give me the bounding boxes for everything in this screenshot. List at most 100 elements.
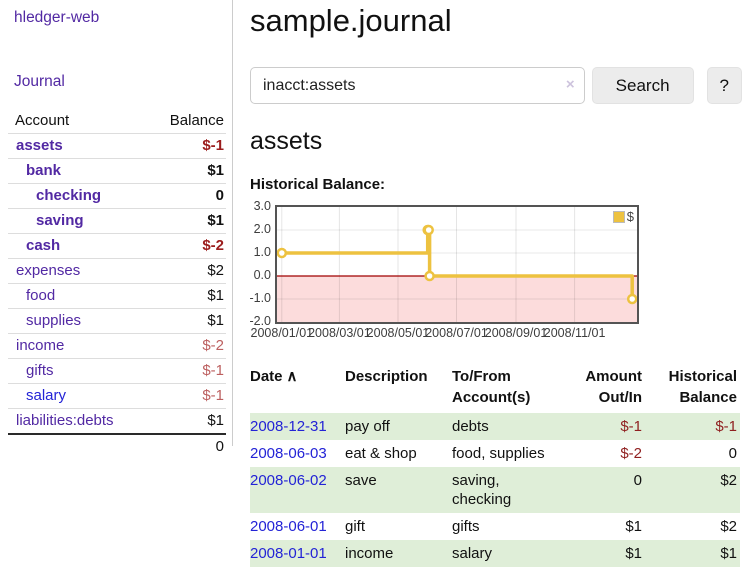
- transaction-date-link[interactable]: 2008-01-01: [250, 545, 327, 562]
- y-tick-label: 3.0: [253, 199, 271, 213]
- account-balance: $1: [150, 208, 226, 234]
- register-table: Date ∧ Description To/From Account(s) Amou…: [250, 365, 740, 567]
- transaction-date-cell: 2008-12-31: [250, 413, 345, 440]
- date-column-header[interactable]: Date ∧: [250, 368, 298, 385]
- chart-canvas: [277, 207, 637, 322]
- account-column-header: Account: [15, 112, 70, 129]
- account-link[interactable]: checking: [36, 187, 102, 204]
- y-tick-label: 0.0: [253, 268, 271, 282]
- transaction-date-cell: 2008-06-02: [250, 467, 345, 513]
- account-row: gifts $-1: [8, 358, 226, 384]
- account-name-cell: saving: [8, 208, 151, 234]
- main-content: sample.journal × Search ? assets Histori…: [249, 0, 742, 567]
- account-balance: $-2: [150, 233, 226, 259]
- transaction-balance-cell: 0: [728, 445, 737, 462]
- transaction-amount-cell: $-2: [620, 445, 642, 462]
- account-name-cell: assets: [8, 133, 151, 159]
- account-total-row: 0: [8, 433, 226, 459]
- register-row: 2008-06-01 gift gifts $1 $2: [250, 513, 740, 540]
- account-balance: $2: [150, 258, 226, 284]
- x-tick-label: 2008/09/01: [484, 326, 548, 340]
- historical-balance-chart: 3.0 2.0 1.0 0.0 -1.0 -2.0 $ 2008/01/01 2008/03…: [249, 200, 742, 343]
- account-name-cell: income: [8, 333, 151, 359]
- balance-column-header: Balance: [169, 112, 224, 129]
- search-input[interactable]: [250, 67, 585, 104]
- transaction-description-cell: income: [345, 545, 394, 562]
- account-row: income $-2: [8, 333, 226, 359]
- transaction-date-link[interactable]: 2008-06-01: [250, 518, 327, 535]
- account-row: expenses $2: [8, 258, 226, 284]
- transaction-date-link[interactable]: 2008-06-03: [250, 445, 327, 462]
- search-form: × Search ?: [250, 67, 742, 104]
- account-row: supplies $1: [8, 308, 226, 334]
- chart-title: Historical Balance:: [250, 176, 386, 193]
- register-row: 2008-06-02 save saving, checking 0 $2: [250, 467, 740, 513]
- account-link[interactable]: supplies: [26, 312, 82, 329]
- transaction-description-cell: gift: [345, 518, 366, 535]
- account-link[interactable]: saving: [36, 212, 84, 229]
- transaction-amount-cell: $1: [625, 545, 642, 562]
- legend-label: $: [626, 209, 634, 224]
- account-link[interactable]: gifts: [26, 362, 54, 379]
- y-tick-label: -2.0: [249, 314, 271, 328]
- amount-column-header: Amount Out/In: [585, 368, 642, 406]
- account-row: food $1: [8, 283, 226, 309]
- app-title-link[interactable]: hledger-web: [14, 9, 100, 26]
- x-tick-label: 2008/01/01: [250, 326, 314, 340]
- description-column-header: Description: [345, 368, 428, 385]
- transaction-date-link[interactable]: 2008-12-31: [250, 418, 327, 435]
- account-link[interactable]: expenses: [16, 262, 81, 279]
- balance-column-header-register: Historical Balance: [668, 368, 737, 406]
- transaction-amount-cell: $-1: [620, 418, 642, 435]
- account-heading: assets: [250, 127, 323, 155]
- account-balance: $-1: [150, 383, 226, 409]
- account-total-balance: 0: [150, 433, 226, 459]
- transaction-description-cell: eat & shop: [345, 445, 417, 462]
- account-link[interactable]: cash: [26, 237, 61, 254]
- account-balance: $1: [150, 283, 226, 309]
- sidebar: hledger-web Journal Account Balance asse…: [0, 0, 233, 459]
- transaction-date-link[interactable]: 2008-06-02: [250, 472, 327, 489]
- account-name-cell: bank: [8, 158, 151, 184]
- chart-legend: $: [612, 209, 634, 224]
- register-row: 2008-12-31 pay off debts $-1 $-1: [250, 413, 740, 440]
- account-balance: $1: [150, 308, 226, 334]
- account-balance: $1: [150, 408, 226, 434]
- account-link[interactable]: food: [26, 287, 56, 304]
- transaction-date-cell: 2008-06-03: [250, 440, 345, 467]
- chart-x-axis: 2008/01/01 2008/03/01 2008/05/01 2008/07/01…: [251, 326, 641, 342]
- transaction-accounts-cell: debts: [452, 418, 489, 435]
- transaction-accounts-cell: saving, checking: [452, 472, 512, 508]
- clear-search-icon[interactable]: ×: [565, 76, 575, 93]
- register-table-body: 2008-12-31 pay off debts $-1 $-1 2008-06…: [250, 413, 740, 567]
- account-name-cell: checking: [8, 183, 151, 209]
- transaction-amount-cell: $1: [625, 518, 642, 535]
- account-link[interactable]: liabilities:debts: [16, 412, 114, 429]
- account-row: bank $1: [8, 158, 226, 184]
- transaction-balance-cell: $1: [720, 545, 737, 562]
- account-row: saving $1: [8, 208, 226, 234]
- x-tick-label: 2008/11/01: [543, 326, 606, 340]
- account-name-cell: expenses: [8, 258, 151, 284]
- account-link[interactable]: salary: [26, 387, 67, 404]
- transaction-balance-cell: $2: [720, 518, 737, 535]
- account-link[interactable]: income: [16, 337, 65, 354]
- search-button[interactable]: Search: [591, 67, 694, 104]
- account-row: checking 0: [8, 183, 226, 209]
- y-tick-label: 2.0: [253, 222, 271, 236]
- legend-swatch-icon: [612, 210, 625, 223]
- account-table-body: assets $-1 bank $1 checking 0 saving $1 …: [8, 133, 226, 434]
- account-balance-table: Account Balance assets $-1 bank $1 check…: [8, 109, 226, 459]
- help-button[interactable]: ?: [706, 67, 742, 104]
- account-link[interactable]: assets: [16, 137, 63, 154]
- account-balance: $-1: [150, 358, 226, 384]
- transaction-balance-cell: $2: [720, 472, 737, 489]
- nav-journal-link[interactable]: Journal: [14, 73, 65, 90]
- sort-ascending-icon: ∧: [286, 368, 298, 385]
- register-row: 2008-01-01 income salary $1 $1: [250, 540, 740, 567]
- account-link[interactable]: bank: [26, 162, 62, 179]
- transaction-accounts-cell: food, supplies: [452, 445, 545, 462]
- account-name-cell: cash: [8, 233, 151, 259]
- x-tick-label: 2008/05/01: [366, 326, 430, 340]
